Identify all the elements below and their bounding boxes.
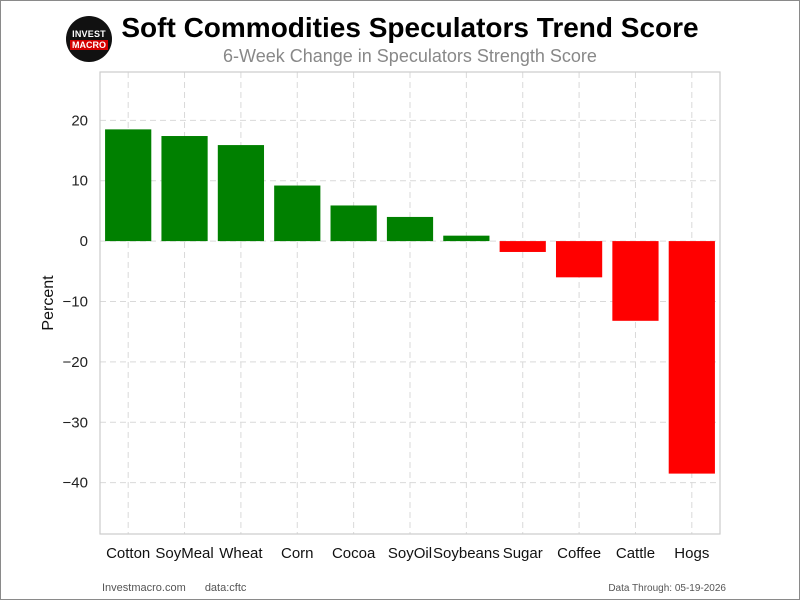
x-tick-label: SoyMeal: [155, 545, 213, 562]
x-tick-label: Wheat: [219, 545, 263, 562]
x-tick-label: Hogs: [674, 545, 709, 562]
chart-subtitle: 6-Week Change in Speculators Strength Sc…: [223, 46, 597, 66]
bar-sugar: [499, 241, 546, 252]
y-tick-label: −20: [63, 354, 88, 371]
bar-wheat: [217, 145, 265, 242]
logo-text-bottom: MACRO: [70, 39, 108, 50]
bar-cocoa: [330, 205, 377, 242]
x-tick-label: Cattle: [616, 545, 655, 562]
x-tick-label: Coffee: [557, 545, 601, 562]
plot-area-border: [99, 71, 721, 535]
bar-coffee: [555, 241, 603, 278]
x-tick-label: Sugar: [503, 545, 543, 562]
x-tick-label: Corn: [281, 545, 314, 562]
bar-soybeans: [443, 235, 490, 242]
bar-soymeal: [161, 136, 208, 242]
x-tick-label: Soybeans: [433, 545, 500, 562]
bar-cotton: [105, 129, 152, 242]
y-tick-label: −10: [63, 293, 88, 310]
y-tick-label: −40: [63, 475, 88, 492]
x-tick-label: SoyOil: [388, 545, 432, 562]
bar-cattle: [612, 241, 659, 321]
investmacro-logo: INVEST MACRO: [66, 16, 112, 62]
footer-source: data:cftc: [204, 582, 247, 594]
footer-data-through: Data Through: 05-19-2026: [608, 583, 726, 594]
footer-site: Investmacro.com: [102, 582, 186, 594]
bar-soyoil: [386, 216, 434, 242]
y-tick-label: 20: [71, 112, 88, 129]
x-tick-label: Cotton: [106, 545, 150, 562]
y-tick-label: 10: [71, 173, 88, 190]
y-axis-label: Percent: [40, 275, 57, 331]
footer-credits: Investmacro.com data:cftc: [102, 582, 262, 594]
x-tick-label: Cocoa: [332, 545, 376, 562]
bar-corn: [274, 185, 321, 242]
bar-hogs: [668, 241, 715, 474]
y-tick-label: −30: [63, 414, 88, 431]
logo-text-top: INVEST: [72, 28, 106, 39]
y-tick-label: 0: [80, 233, 88, 250]
chart-title: Soft Commodities Speculators Trend Score: [121, 12, 699, 43]
